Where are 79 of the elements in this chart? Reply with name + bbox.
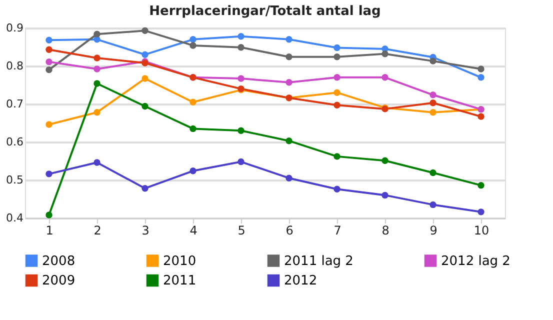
x-tick-label: 8 [382, 224, 390, 238]
point [238, 33, 244, 40]
point [190, 42, 196, 49]
point [142, 51, 148, 58]
x-tick-label: 4 [190, 224, 198, 238]
y-tick-label: 0.6 [6, 136, 24, 148]
point [142, 75, 148, 82]
point [46, 46, 52, 54]
legend-label: 2012 lag 2 [441, 254, 510, 269]
point [94, 80, 100, 87]
point [478, 74, 484, 81]
x-tick-label: 7 [334, 224, 342, 238]
point [430, 100, 436, 106]
point [190, 168, 196, 174]
point [478, 66, 484, 72]
point [286, 54, 292, 60]
point [286, 174, 292, 182]
point [286, 36, 292, 43]
point [334, 74, 340, 81]
y-tick-label: 0.7 [6, 98, 24, 110]
point [46, 66, 52, 74]
point [382, 157, 388, 164]
point [334, 89, 340, 96]
point [382, 74, 388, 81]
y-tick-label: 0.4 [6, 212, 24, 224]
point [478, 113, 484, 120]
point [238, 75, 244, 82]
chart-title: Herrplaceringar/Totalt antal lag [149, 4, 381, 19]
point [478, 182, 484, 189]
point [334, 153, 340, 160]
point [334, 54, 340, 60]
point [142, 102, 148, 110]
point [46, 36, 52, 44]
point [286, 138, 292, 144]
x-tick-label: 9 [430, 224, 438, 238]
point [94, 30, 100, 38]
point [46, 170, 52, 178]
point [382, 50, 388, 58]
point [286, 78, 292, 86]
point [334, 186, 340, 192]
legend-label: 2008 [42, 254, 76, 269]
point [430, 92, 436, 98]
y-tick-label: 0.5 [6, 174, 24, 186]
point [430, 169, 436, 176]
point [190, 125, 196, 132]
point [238, 158, 244, 166]
point [142, 27, 148, 34]
legend-label: 2010 [163, 254, 196, 269]
point [334, 44, 340, 52]
point [46, 212, 52, 218]
x-tick-label: 6 [286, 224, 294, 238]
point [190, 98, 196, 106]
point [238, 44, 244, 51]
x-tick-label: 10 [474, 224, 490, 238]
point [382, 192, 388, 199]
x-tick-label: 2 [94, 224, 102, 238]
point [94, 159, 100, 166]
point [94, 109, 100, 116]
point [430, 58, 436, 64]
point [430, 109, 436, 116]
legend-label: 2009 [42, 274, 76, 288]
point [46, 121, 52, 128]
legend-label: 2011 [163, 274, 196, 288]
legend-label: 2011 lag 2 [284, 254, 354, 269]
point [478, 208, 484, 216]
point [142, 185, 148, 192]
x-tick-label: 3 [142, 224, 150, 238]
x-tick-label: 1 [46, 224, 54, 238]
point [334, 102, 340, 108]
y-tick-label: 0.9 [6, 22, 24, 34]
point [46, 58, 52, 66]
point [94, 54, 100, 62]
point [238, 127, 244, 134]
point [190, 36, 196, 43]
y-tick-label: 0.8 [6, 60, 24, 72]
point [430, 201, 436, 208]
point [94, 66, 100, 72]
legend-label: 2012 [284, 274, 318, 288]
x-tick-label: 5 [238, 224, 246, 238]
